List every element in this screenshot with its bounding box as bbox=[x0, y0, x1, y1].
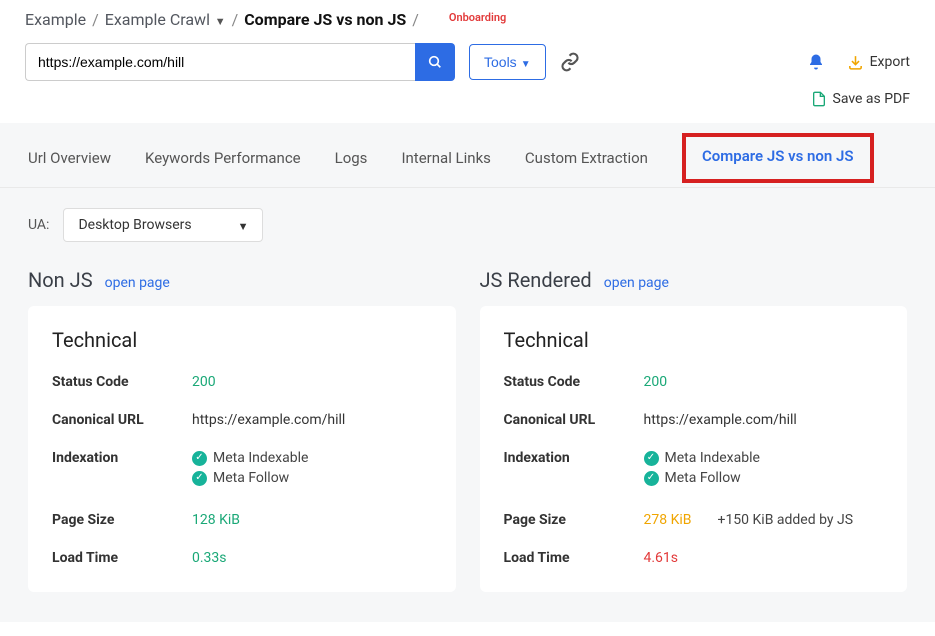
check-icon: ✓ bbox=[644, 471, 659, 486]
tab-internal-links[interactable]: Internal Links bbox=[401, 145, 490, 177]
value-canonical: https://example.com/hill bbox=[644, 412, 884, 428]
breadcrumb-item[interactable]: Example Crawl ▼ bbox=[105, 10, 226, 29]
indexation-item: ✓Meta Follow bbox=[192, 470, 432, 486]
js-rendered-column: JS Rendered open page Technical Status C… bbox=[480, 268, 908, 592]
export-button[interactable]: Export bbox=[847, 54, 910, 71]
value-load-time: 0.33s bbox=[192, 550, 432, 566]
value-page-size: 128 KiB bbox=[192, 512, 432, 528]
bell-icon[interactable] bbox=[807, 53, 825, 71]
check-icon: ✓ bbox=[192, 451, 207, 466]
export-icon bbox=[847, 54, 864, 71]
technical-card: Technical Status Code 200 Canonical URL … bbox=[28, 306, 456, 592]
file-icon bbox=[811, 91, 827, 107]
url-search bbox=[25, 43, 455, 81]
label-indexation: Indexation bbox=[504, 450, 644, 466]
breadcrumb: Example / Example Crawl ▼ / Compare JS v… bbox=[25, 10, 910, 29]
search-icon bbox=[427, 54, 443, 70]
card-title: Technical bbox=[504, 328, 884, 352]
column-title: Non JS bbox=[28, 268, 93, 292]
tab-url-overview[interactable]: Url Overview bbox=[28, 145, 111, 177]
onboarding-badge[interactable]: Onboarding bbox=[449, 11, 506, 24]
save-pdf-button[interactable]: Save as PDF bbox=[811, 91, 911, 107]
value-status-code: 200 bbox=[644, 374, 884, 390]
value-load-time: 4.61s bbox=[644, 550, 884, 566]
value-canonical: https://example.com/hill bbox=[192, 412, 432, 428]
chevron-down-icon: ▼ bbox=[212, 15, 226, 28]
indexation-item: ✓Meta Indexable bbox=[644, 450, 884, 466]
indexation-item: ✓Meta Indexable bbox=[192, 450, 432, 466]
check-icon: ✓ bbox=[644, 451, 659, 466]
open-page-link[interactable]: open page bbox=[105, 275, 170, 291]
label-canonical: Canonical URL bbox=[52, 412, 192, 428]
tab-custom-extraction[interactable]: Custom Extraction bbox=[525, 145, 648, 177]
tab-logs[interactable]: Logs bbox=[335, 145, 368, 177]
value-page-size-note: +150 KiB added by JS bbox=[718, 512, 854, 528]
label-page-size: Page Size bbox=[504, 512, 644, 528]
label-status-code: Status Code bbox=[52, 374, 192, 390]
indexation-item: ✓Meta Follow bbox=[644, 470, 884, 486]
tab-compare-js[interactable]: Compare JS vs non JS bbox=[682, 133, 874, 183]
card-title: Technical bbox=[52, 328, 432, 352]
technical-card: Technical Status Code 200 Canonical URL … bbox=[480, 306, 908, 592]
chevron-down-icon: ▼ bbox=[521, 59, 531, 70]
search-button[interactable] bbox=[415, 43, 455, 81]
label-status-code: Status Code bbox=[504, 374, 644, 390]
label-page-size: Page Size bbox=[52, 512, 192, 528]
value-status-code: 200 bbox=[192, 374, 432, 390]
ua-select[interactable]: Desktop Browsers ▼ bbox=[63, 208, 263, 242]
export-label: Export bbox=[870, 54, 910, 70]
breadcrumb-separator: / bbox=[412, 10, 419, 29]
breadcrumb-separator: / bbox=[92, 10, 99, 29]
link-icon[interactable] bbox=[560, 52, 580, 72]
chevron-down-icon: ▼ bbox=[238, 220, 249, 233]
value-page-size: 278 KiB bbox=[644, 512, 692, 528]
label-load-time: Load Time bbox=[52, 550, 192, 566]
ua-label: UA: bbox=[28, 217, 49, 233]
tools-button[interactable]: Tools▼ bbox=[469, 44, 546, 80]
tabs: Url Overview Keywords Performance Logs I… bbox=[0, 123, 935, 188]
label-canonical: Canonical URL bbox=[504, 412, 644, 428]
open-page-link[interactable]: open page bbox=[604, 275, 669, 291]
save-pdf-label: Save as PDF bbox=[833, 91, 911, 107]
non-js-column: Non JS open page Technical Status Code 2… bbox=[28, 268, 456, 592]
breadcrumb-separator: / bbox=[232, 10, 239, 29]
tab-keywords[interactable]: Keywords Performance bbox=[145, 145, 301, 177]
label-indexation: Indexation bbox=[52, 450, 192, 466]
check-icon: ✓ bbox=[192, 471, 207, 486]
breadcrumb-item[interactable]: Example bbox=[25, 10, 86, 29]
label-load-time: Load Time bbox=[504, 550, 644, 566]
column-title: JS Rendered bbox=[480, 268, 592, 292]
ua-value: Desktop Browsers bbox=[78, 217, 191, 233]
breadcrumb-current: Compare JS vs non JS bbox=[244, 10, 406, 29]
url-input[interactable] bbox=[25, 43, 415, 81]
